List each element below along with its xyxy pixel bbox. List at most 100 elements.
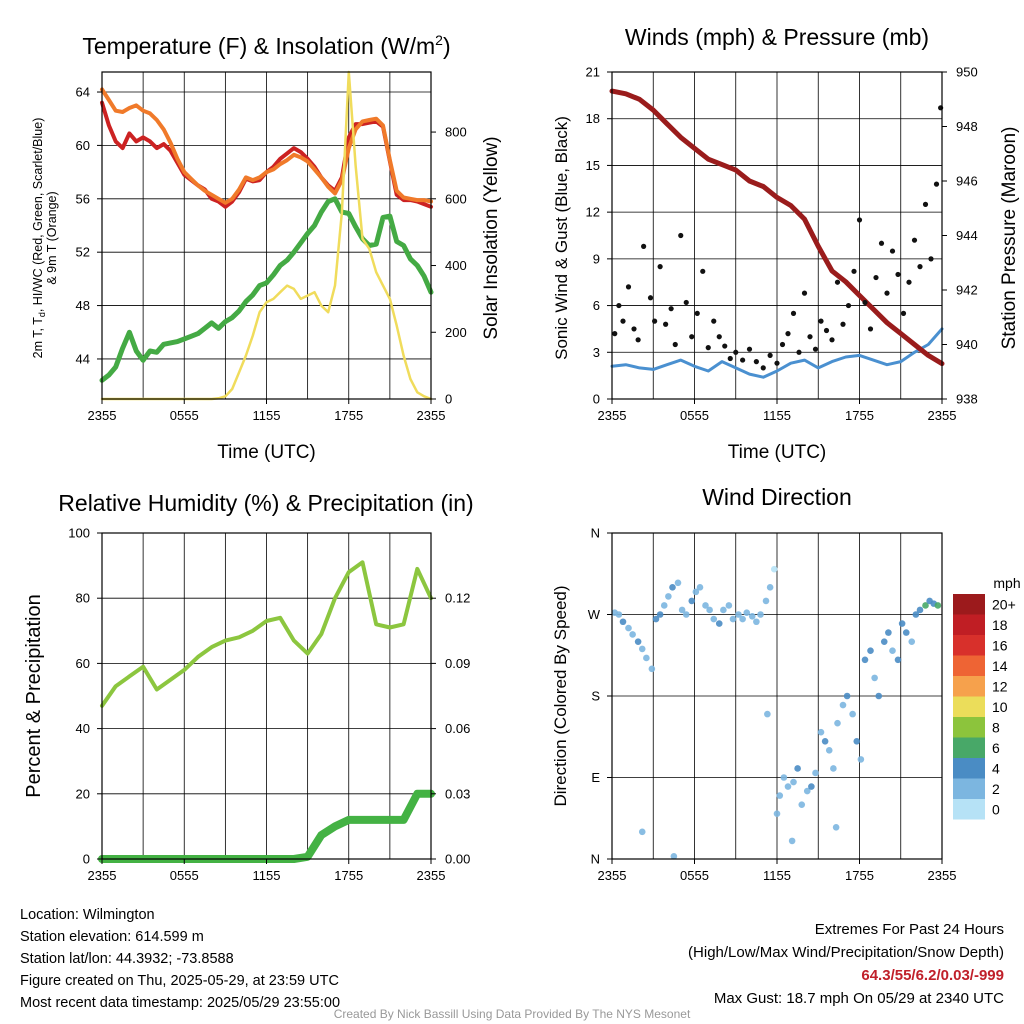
y2-tick-label: 0.09 bbox=[445, 656, 470, 671]
direction-point bbox=[656, 611, 664, 618]
legend-label: 12 bbox=[992, 678, 1008, 694]
chart-title: Winds (mph) & Pressure (mb) bbox=[625, 24, 929, 50]
y-tick-label: E bbox=[591, 770, 600, 785]
gust-point bbox=[911, 237, 918, 243]
x-tick-label: 2355 bbox=[928, 408, 957, 423]
legend-swatch bbox=[953, 676, 985, 697]
legend-label: 10 bbox=[992, 699, 1008, 715]
x-tick-label: 1155 bbox=[763, 408, 791, 423]
direction-point bbox=[634, 638, 642, 645]
gust-point bbox=[711, 318, 717, 324]
gust-point bbox=[740, 357, 746, 363]
y-tick-label: 100 bbox=[68, 526, 90, 541]
legend-swatch bbox=[953, 655, 985, 676]
gust-point bbox=[716, 334, 722, 340]
gust-point bbox=[779, 341, 786, 348]
legend-label: 20+ bbox=[992, 596, 1016, 612]
legend-label: 18 bbox=[992, 617, 1008, 633]
y-tick-label: 52 bbox=[76, 245, 90, 260]
y-tick-label: 0 bbox=[593, 392, 600, 407]
direction-point bbox=[908, 638, 916, 645]
direction-point bbox=[720, 606, 727, 614]
gust-point bbox=[856, 217, 863, 223]
gust-point bbox=[689, 334, 695, 340]
direction-point bbox=[665, 593, 672, 600]
y-tick-label: N bbox=[591, 852, 600, 867]
legend-label: 6 bbox=[992, 740, 1000, 756]
legend-label: 14 bbox=[992, 658, 1008, 674]
y-axis-label: Percent & Precipitation bbox=[23, 594, 45, 797]
x-tick-label: 0555 bbox=[680, 868, 709, 883]
x-tick-label: 1155 bbox=[253, 868, 281, 883]
direction-point bbox=[643, 654, 650, 662]
y2-tick-label: 950 bbox=[956, 65, 978, 80]
x-tick-label: 1155 bbox=[253, 408, 281, 423]
gust-point bbox=[895, 271, 901, 278]
direction-point bbox=[825, 747, 833, 754]
direction-point bbox=[808, 783, 815, 790]
recent-timestamp: Most recent data timestamp: 2025/05/29 2… bbox=[20, 995, 341, 1011]
x-tick-label: 1755 bbox=[334, 408, 363, 423]
direction-point bbox=[776, 792, 784, 799]
direction-point bbox=[696, 584, 704, 591]
y-tick-label: W bbox=[588, 607, 601, 622]
gust-point bbox=[823, 327, 830, 334]
station-elevation: Station elevation: 614.599 m bbox=[20, 929, 204, 945]
y2-tick-label: 0 bbox=[445, 392, 452, 407]
gust-point bbox=[727, 355, 733, 362]
y-axis-label: 2m T, Td, HI/WC (Red, Green, Scarlet/Blu… bbox=[31, 118, 59, 359]
direction-point bbox=[812, 769, 819, 777]
direction-point bbox=[735, 611, 742, 618]
gust-point bbox=[663, 321, 669, 327]
gust-point bbox=[807, 334, 813, 340]
y-tick-label: 3 bbox=[593, 345, 600, 360]
x-tick-label: 2355 bbox=[88, 408, 117, 423]
gust-point bbox=[746, 346, 753, 352]
gust-point bbox=[767, 352, 773, 358]
gust-point bbox=[753, 359, 759, 365]
direction-point bbox=[843, 692, 851, 700]
direction-point bbox=[871, 674, 878, 682]
gust-point bbox=[700, 268, 706, 274]
series-line-sonic-wind bbox=[610, 327, 944, 379]
direction-point bbox=[692, 588, 700, 596]
direction-point bbox=[660, 602, 668, 609]
gust-point bbox=[722, 343, 728, 349]
y-tick-label: 60 bbox=[76, 138, 90, 153]
direction-point bbox=[615, 611, 623, 618]
x-tick-label: 2355 bbox=[88, 868, 117, 883]
legend-label: 0 bbox=[992, 801, 1000, 817]
gust-point bbox=[818, 318, 824, 324]
y-tick-label: 12 bbox=[586, 205, 600, 220]
direction-point bbox=[861, 656, 869, 664]
direction-point bbox=[766, 584, 774, 591]
x-axis-label: Time (UTC) bbox=[217, 442, 316, 463]
gust-point bbox=[801, 290, 808, 296]
y2-tick-label: 0.03 bbox=[445, 786, 470, 801]
direction-point bbox=[794, 765, 801, 772]
gust-point bbox=[678, 232, 684, 239]
gust-point bbox=[774, 360, 780, 366]
y-tick-label: S bbox=[591, 689, 600, 704]
y2-tick-label: 800 bbox=[445, 125, 467, 140]
y-tick-label: 9 bbox=[593, 251, 600, 266]
x-tick-label: 2355 bbox=[598, 408, 627, 423]
direction-point bbox=[725, 602, 733, 609]
direction-point bbox=[638, 645, 646, 653]
gust-point bbox=[834, 279, 841, 285]
direction-point bbox=[748, 613, 756, 620]
gust-point bbox=[620, 318, 626, 324]
y-axis-label: Direction (Colored By Speed) bbox=[551, 585, 570, 806]
extremes-values: 64.3/55/6.2/0.03/-999 bbox=[861, 967, 1004, 984]
gust-point bbox=[694, 310, 700, 316]
gust-point bbox=[785, 331, 791, 337]
direction-point bbox=[898, 620, 906, 627]
gust-point bbox=[928, 256, 934, 262]
direction-point bbox=[788, 837, 796, 845]
extremes-subtitle: (High/Low/Max Wind/Precipitation/Snow De… bbox=[688, 944, 1004, 961]
legend-title: mph bbox=[993, 575, 1020, 591]
direction-point bbox=[764, 710, 771, 718]
x-tick-label: 2355 bbox=[598, 868, 627, 883]
gust-point bbox=[917, 264, 923, 270]
direction-point bbox=[912, 611, 920, 618]
